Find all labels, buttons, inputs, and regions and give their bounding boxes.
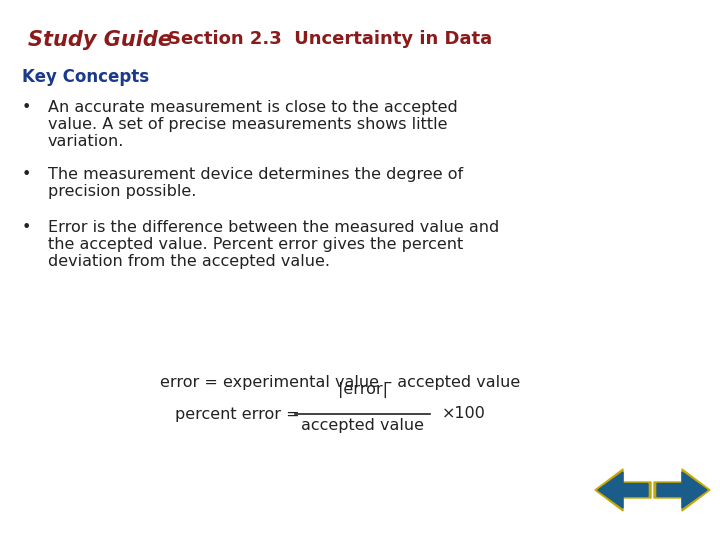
Text: value. A set of precise measurements shows little: value. A set of precise measurements sho… — [48, 117, 448, 132]
Text: •: • — [22, 167, 32, 182]
Polygon shape — [654, 469, 710, 511]
Text: Section 2.3  Uncertainty in Data: Section 2.3 Uncertainty in Data — [168, 30, 492, 48]
Text: accepted value: accepted value — [301, 418, 424, 433]
Text: variation.: variation. — [48, 134, 125, 149]
Text: |error|: |error| — [338, 382, 387, 398]
Text: percent error =: percent error = — [175, 407, 300, 422]
Text: Study Guide: Study Guide — [28, 30, 172, 50]
Text: •: • — [22, 220, 32, 235]
Text: The measurement device determines the degree of: The measurement device determines the de… — [48, 167, 463, 182]
Text: ×100: ×100 — [442, 407, 486, 422]
Text: the accepted value. Percent error gives the percent: the accepted value. Percent error gives … — [48, 237, 463, 252]
Text: An accurate measurement is close to the accepted: An accurate measurement is close to the … — [48, 100, 458, 115]
Text: •: • — [22, 100, 32, 115]
Text: error = experimental value – accepted value: error = experimental value – accepted va… — [160, 375, 520, 390]
Polygon shape — [598, 472, 648, 508]
Polygon shape — [595, 469, 651, 511]
Text: Error is the difference between the measured value and: Error is the difference between the meas… — [48, 220, 499, 235]
Text: Key Concepts: Key Concepts — [22, 68, 149, 86]
Text: precision possible.: precision possible. — [48, 184, 197, 199]
Text: deviation from the accepted value.: deviation from the accepted value. — [48, 254, 330, 269]
Polygon shape — [657, 472, 707, 508]
